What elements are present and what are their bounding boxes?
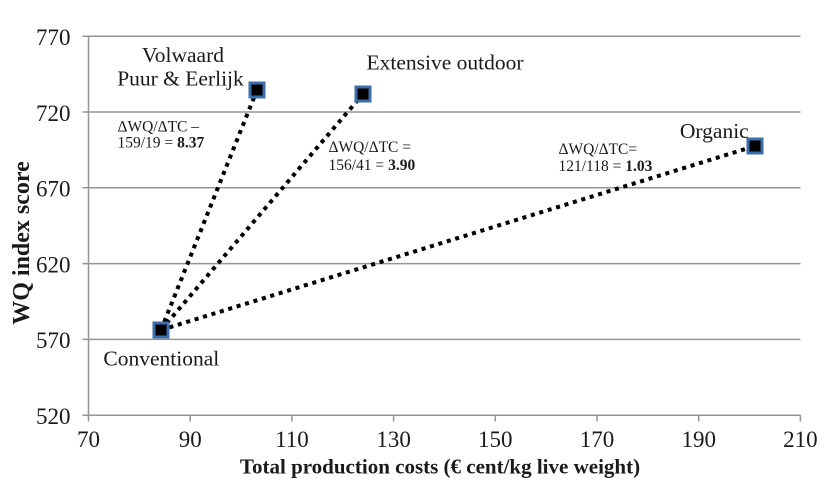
svg-text:ΔWQ/ΔTC =: ΔWQ/ΔTC = bbox=[329, 139, 412, 156]
svg-text:70: 70 bbox=[77, 427, 100, 452]
svg-text:Total production costs (€ cent: Total production costs (€ cent/kg live w… bbox=[240, 455, 640, 479]
svg-text:Organic: Organic bbox=[680, 119, 749, 143]
svg-text:Puur & Eerlijk: Puur & Eerlijk bbox=[117, 67, 244, 91]
svg-text:670: 670 bbox=[36, 177, 71, 202]
svg-text:Extensive outdoor: Extensive outdoor bbox=[366, 51, 523, 75]
svg-text:156/41 = 3.90: 156/41 = 3.90 bbox=[329, 157, 416, 174]
svg-text:720: 720 bbox=[36, 101, 71, 126]
svg-text:Conventional: Conventional bbox=[103, 346, 219, 370]
svg-text:520: 520 bbox=[36, 404, 71, 429]
svg-text:190: 190 bbox=[681, 427, 716, 452]
svg-text:121/118 = 1.03: 121/118 = 1.03 bbox=[559, 158, 653, 175]
svg-text:90: 90 bbox=[179, 427, 202, 452]
svg-text:Volwaard: Volwaard bbox=[142, 43, 224, 67]
svg-text:770: 770 bbox=[36, 25, 71, 50]
svg-text:130: 130 bbox=[376, 427, 411, 452]
svg-text:570: 570 bbox=[36, 328, 71, 353]
svg-text:WQ index score: WQ index score bbox=[9, 161, 35, 325]
svg-text:ΔWQ/ΔTC –: ΔWQ/ΔTC – bbox=[118, 119, 200, 136]
svg-text:620: 620 bbox=[36, 252, 71, 277]
svg-text:170: 170 bbox=[580, 427, 615, 452]
svg-text:110: 110 bbox=[275, 427, 309, 452]
svg-text:150: 150 bbox=[478, 427, 513, 452]
svg-text:159/19 = 8.37: 159/19 = 8.37 bbox=[118, 135, 205, 152]
svg-text:210: 210 bbox=[783, 427, 818, 452]
svg-text:ΔWQ/ΔTC=: ΔWQ/ΔTC= bbox=[559, 141, 638, 158]
